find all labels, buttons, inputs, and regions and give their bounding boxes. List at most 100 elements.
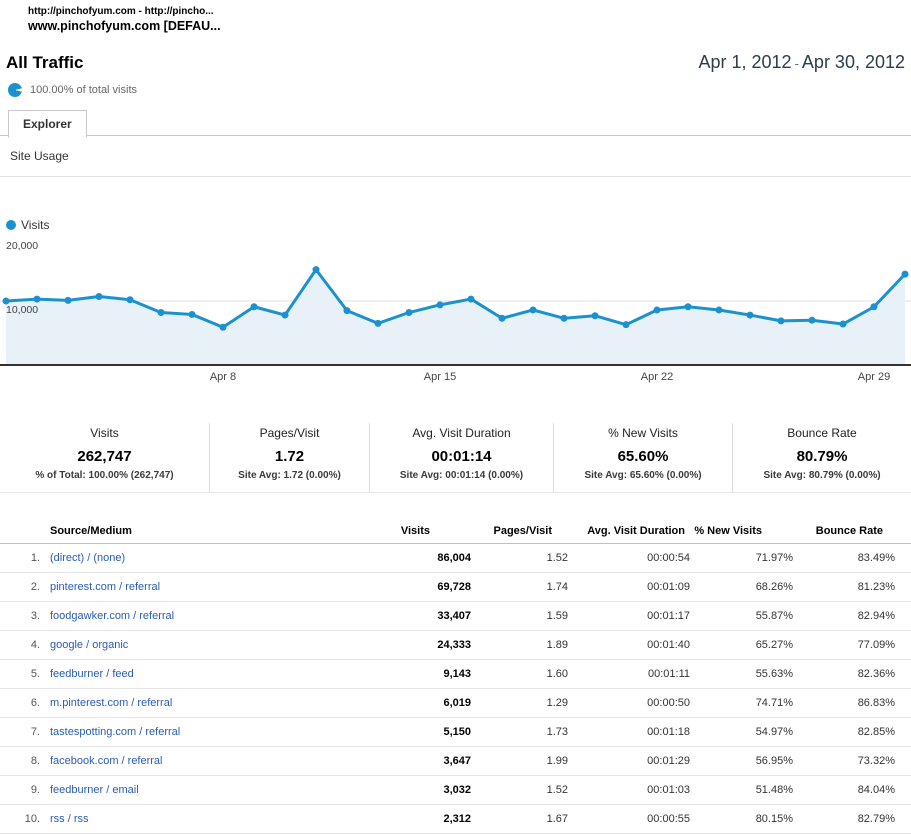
data-point xyxy=(436,301,444,309)
metric-label: Bounce Rate xyxy=(787,426,857,440)
data-point xyxy=(560,314,568,322)
new-visits-cell: 80.15% xyxy=(755,813,793,825)
table-row: 9. feedburner / email 3,032 1.52 00:01:03 51.… xyxy=(0,776,911,805)
report-toolbar: Site Usage xyxy=(0,136,911,177)
duration-cell: 00:01:29 xyxy=(647,755,690,767)
bounce-rate-cell: 82.94% xyxy=(857,610,895,622)
source-cell: facebook.com / referral xyxy=(46,755,371,767)
pages-visit-cell: 1.52 xyxy=(546,552,568,564)
table-row: 2. pinterest.com / referral 69,728 1.74 00:0… xyxy=(0,573,911,602)
column-header-source-medium[interactable]: Source/Medium xyxy=(50,524,132,537)
table-row: 8. facebook.com / referral 3,647 1.99 00:01:… xyxy=(0,747,911,776)
source-link[interactable]: (direct) / (none) xyxy=(50,552,126,564)
metric-subtext: Site Avg: 80.79% (0.00%) xyxy=(763,470,881,481)
metric-label: % New Visits xyxy=(608,426,678,440)
data-point xyxy=(312,266,320,274)
row-rank: 4. xyxy=(30,639,40,651)
source-link[interactable]: google / organic xyxy=(50,639,129,651)
metric-subtext: Site Avg: 1.72 (0.00%) xyxy=(238,470,341,481)
site-usage-link[interactable]: Site Usage xyxy=(10,149,69,163)
pages-visit-cell: 1.74 xyxy=(546,581,568,593)
table-row: 6. m.pinterest.com / referral 6,019 1.29 00:… xyxy=(0,689,911,718)
source-link[interactable]: tastespotting.com / referral xyxy=(50,726,181,738)
source-link[interactable]: pinterest.com / referral xyxy=(50,581,161,593)
pages-visit-cell: 1.67 xyxy=(546,813,568,825)
data-point xyxy=(467,295,475,303)
data-point xyxy=(64,296,72,304)
bounce-rate-cell: 82.79% xyxy=(857,813,895,825)
column-header-visits[interactable]: Visits xyxy=(400,524,430,537)
source-link[interactable]: facebook.com / referral xyxy=(50,755,163,767)
pages-visit-cell: 1.60 xyxy=(546,668,568,680)
source-cell: feedburner / feed xyxy=(46,668,371,680)
window-header: http://pinchofyum.com - http://pincho...… xyxy=(0,0,911,34)
metric-value: 262,747 xyxy=(77,448,132,465)
source-cell: rss / rss xyxy=(46,813,371,825)
new-visits-cell: 55.63% xyxy=(755,668,793,680)
data-point xyxy=(157,309,165,317)
source-link[interactable]: feedburner / feed xyxy=(50,668,134,680)
column-header-bounce-rate[interactable]: Bounce Rate xyxy=(815,524,883,537)
data-point xyxy=(33,295,41,303)
new-visits-cell: 55.87% xyxy=(755,610,793,622)
table-row: 1. (direct) / (none) 86,004 1.52 00:00:54 71.… xyxy=(0,544,911,573)
source-cell: pinterest.com / referral xyxy=(46,581,371,593)
metric-label: Avg. Visit Duration xyxy=(412,426,511,440)
chart-canvas xyxy=(0,266,911,366)
duration-cell: 00:01:03 xyxy=(647,784,690,796)
pages-visit-cell: 1.29 xyxy=(546,697,568,709)
page-title: All Traffic xyxy=(6,53,84,72)
data-point xyxy=(2,297,10,305)
metric-visits: Visits 262,747 % of Total: 100.00% (262,… xyxy=(0,423,209,492)
visits-line-chart: 20,000 10,000 Apr 8 Apr 15 Apr 22 Apr 29 xyxy=(0,237,911,387)
duration-cell: 00:00:50 xyxy=(647,697,690,709)
row-rank: 3. xyxy=(30,610,40,622)
new-visits-cell: 54.97% xyxy=(755,726,793,738)
source-link[interactable]: m.pinterest.com / referral xyxy=(50,697,173,709)
data-point xyxy=(901,270,909,278)
column-header-avg-visit-duration[interactable]: Avg. Visit Duration xyxy=(587,524,685,537)
metric-bounce-rate: Bounce Rate 80.79% Site Avg: 80.79% (0.0… xyxy=(732,423,911,492)
duration-cell: 00:01:09 xyxy=(647,581,690,593)
row-rank: 8. xyxy=(30,755,40,767)
source-link[interactable]: foodgawker.com / referral xyxy=(50,610,175,622)
data-point xyxy=(529,306,537,314)
source-link[interactable]: rss / rss xyxy=(50,813,89,825)
table-row: 7. tastespotting.com / referral 5,150 1.73 0… xyxy=(0,718,911,747)
table-body: 1. (direct) / (none) 86,004 1.52 00:00:54 71.… xyxy=(0,544,911,834)
x-axis-label: Apr 15 xyxy=(423,371,457,383)
tab-explorer[interactable]: Explorer xyxy=(8,110,87,138)
data-point xyxy=(126,296,134,304)
row-rank: 9. xyxy=(30,784,40,796)
row-rank: 10. xyxy=(24,813,40,825)
source-cell: (direct) / (none) xyxy=(46,552,371,564)
data-point xyxy=(281,311,289,319)
date-range-selector[interactable]: Apr 1, 2012- Apr 30, 2012 xyxy=(699,52,906,73)
visits-cell: 69,728 xyxy=(437,581,471,593)
source-cell: feedburner / email xyxy=(46,784,371,796)
row-rank: 6. xyxy=(30,697,40,709)
y-axis-label: 20,000 xyxy=(6,240,39,252)
percent-of-total-label: 100.00% of total visits xyxy=(30,84,138,96)
date-range-end: Apr 30, 2012 xyxy=(801,52,905,72)
data-point xyxy=(746,311,754,319)
new-visits-cell: 51.48% xyxy=(755,784,793,796)
x-axis-label: Apr 8 xyxy=(209,371,237,383)
percent-of-visits-pie-icon xyxy=(8,83,22,97)
source-link[interactable]: feedburner / email xyxy=(50,784,139,796)
new-visits-cell: 71.97% xyxy=(755,552,793,564)
date-range-start: Apr 1, 2012 xyxy=(698,52,792,72)
bounce-rate-cell: 81.23% xyxy=(857,581,895,593)
bounce-rate-cell: 73.32% xyxy=(857,755,895,767)
new-visits-cell: 74.71% xyxy=(755,697,793,709)
data-point xyxy=(808,316,816,324)
column-header-new-visits[interactable]: % New Visits xyxy=(694,524,762,537)
column-header-pages-visit[interactable]: Pages/Visit xyxy=(493,524,553,537)
source-cell: tastespotting.com / referral xyxy=(46,726,371,738)
x-axis-label: Apr 29 xyxy=(857,371,891,383)
duration-cell: 00:00:55 xyxy=(647,813,690,825)
visits-cell: 9,143 xyxy=(443,668,471,680)
visits-series-dot-icon xyxy=(6,219,16,230)
duration-cell: 00:01:40 xyxy=(647,639,690,651)
